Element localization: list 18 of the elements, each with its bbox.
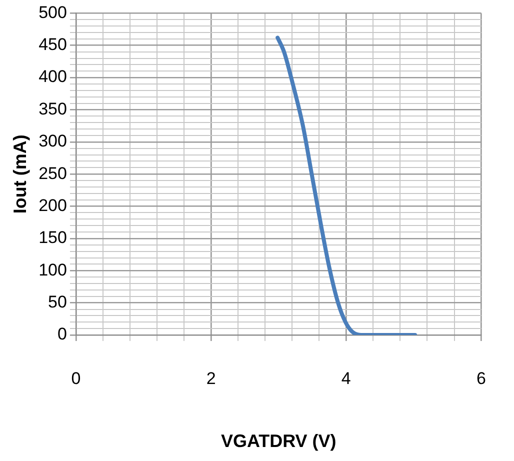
line-series <box>276 36 418 335</box>
y-tick-label: 100 <box>38 260 67 280</box>
y-tick-label: 200 <box>38 196 67 215</box>
x-tick-label: 0 <box>71 368 81 388</box>
x-axis-title: VGATDRV (V) <box>220 431 336 452</box>
y-tick-label: 50 <box>48 292 67 312</box>
y-tick-label: 400 <box>38 67 67 86</box>
y-tick-label: 150 <box>38 228 67 248</box>
y-tick-label: 350 <box>38 99 67 118</box>
x-tick-label: 6 <box>476 368 486 388</box>
y-tick-label: 300 <box>38 132 67 151</box>
y-tick-label: 0 <box>57 324 67 344</box>
y-tick-label: 500 <box>38 2 67 22</box>
x-tick-label: 4 <box>341 368 351 388</box>
y-tick-label: 450 <box>38 35 67 54</box>
x-tick-label: 2 <box>206 368 216 388</box>
y-tick-label: 250 <box>38 164 67 183</box>
y-axis-title: Iout (mA) <box>10 134 30 214</box>
